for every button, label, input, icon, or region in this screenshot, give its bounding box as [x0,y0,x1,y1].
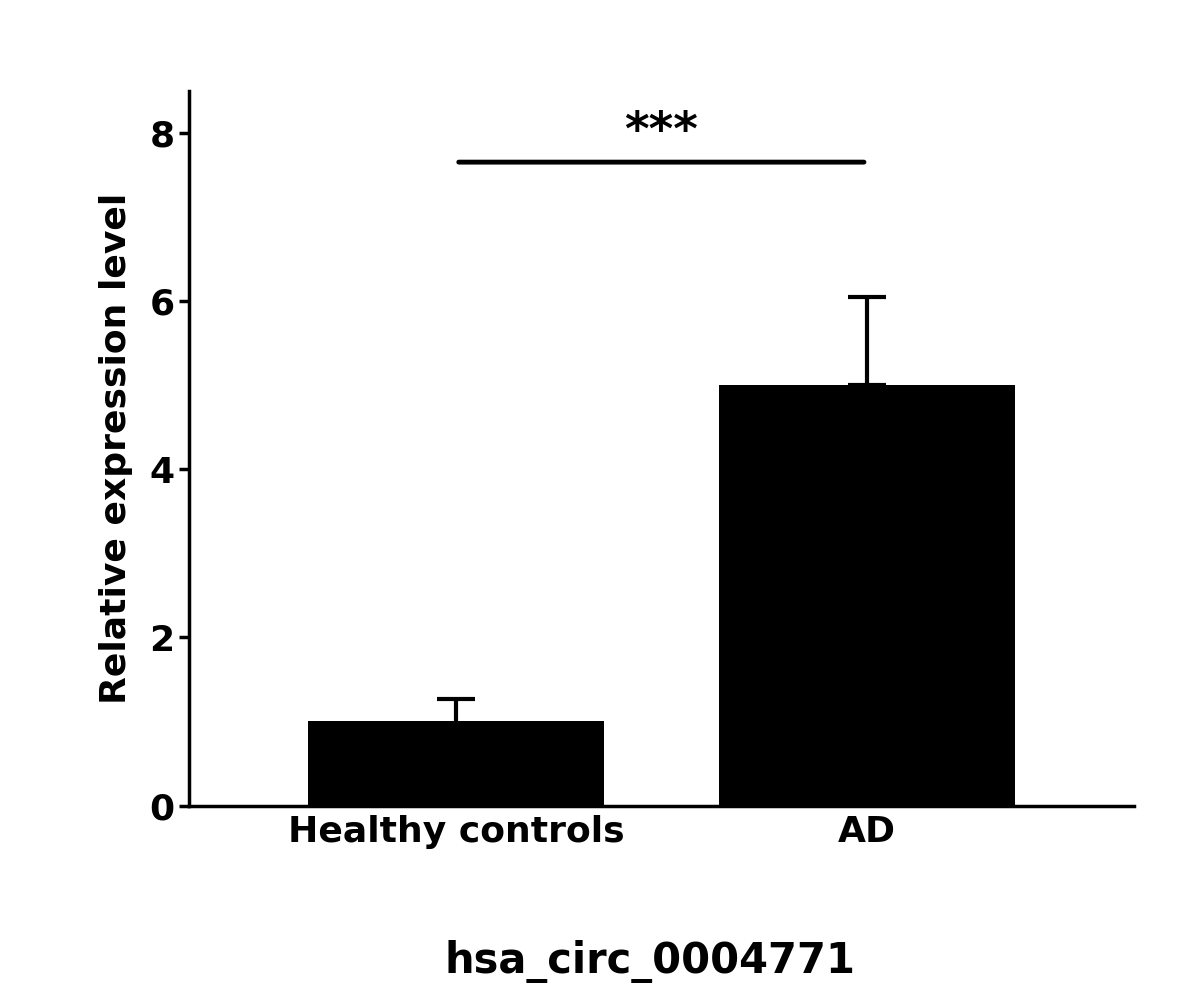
Text: ***: *** [625,111,698,155]
Text: hsa_circ_0004771: hsa_circ_0004771 [444,941,855,983]
Bar [719,385,1014,806]
Bar [308,721,603,806]
Y-axis label: Relative expression level: Relative expression level [98,192,132,704]
